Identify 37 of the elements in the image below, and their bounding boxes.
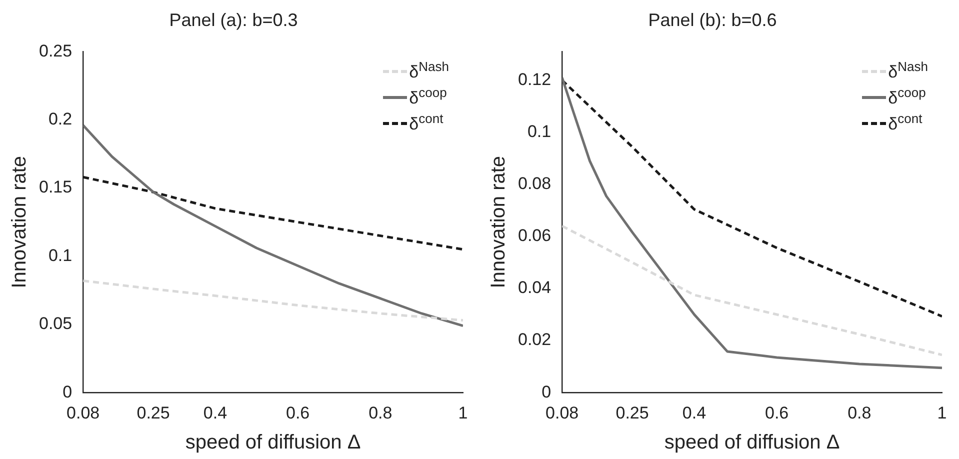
x-tick-label: 0.08 xyxy=(546,403,579,422)
chart-title: Panel (b): b=0.6 xyxy=(648,10,777,30)
legend-label: δ$^{coop}$ xyxy=(409,85,447,109)
y-axis-title: Innovation rate xyxy=(488,156,510,288)
y-tick-label: 0.2 xyxy=(48,109,72,128)
x-tick-label: 0.08 xyxy=(66,403,100,422)
legend-label: δ$^{Nash}$ xyxy=(888,59,928,83)
y-tick-label: 0.06 xyxy=(518,226,552,246)
x-axis-title: speed of diffusion Δ xyxy=(185,432,361,454)
x-tick-label: 0.25 xyxy=(136,403,170,422)
y-tick-label: 0.15 xyxy=(38,178,72,197)
x-tick-label: 0.4 xyxy=(682,403,706,422)
y-tick-label: 0.04 xyxy=(518,278,552,298)
x-tick-label: 1 xyxy=(937,403,947,422)
x-tick-label: 0.25 xyxy=(616,403,649,422)
y-tick-label: 0.02 xyxy=(518,330,552,350)
x-tick-label: 0.6 xyxy=(286,403,310,422)
y-tick-label: 0.1 xyxy=(48,246,72,265)
legend-label: δ$^{cont}$ xyxy=(888,111,922,135)
x-tick-label: 0.4 xyxy=(203,403,228,422)
y-tick-label: 0.05 xyxy=(38,314,72,334)
y-tick-label: 0.12 xyxy=(518,70,552,89)
y-axis-title: Innovation rate xyxy=(8,156,31,288)
x-tick-label: 0.6 xyxy=(765,403,789,422)
x-tick-label: 0.8 xyxy=(848,403,872,422)
x-tick-label: 1 xyxy=(458,403,468,422)
legend-label: δ$^{cont}$ xyxy=(409,111,444,135)
y-tick-label: 0 xyxy=(62,382,72,402)
legend-label: δ$^{coop}$ xyxy=(888,85,926,109)
y-tick-label: 0.25 xyxy=(38,41,72,60)
y-tick-label: 0.08 xyxy=(518,174,552,194)
y-tick-label: 0.1 xyxy=(527,122,552,141)
x-axis-title: speed of diffusion Δ xyxy=(664,432,840,454)
y-tick-label: 0 xyxy=(542,382,552,402)
legend-label: δ$^{Nash}$ xyxy=(409,59,449,83)
x-tick-label: 0.8 xyxy=(368,403,392,422)
chart-title: Panel (a): b=0.3 xyxy=(169,10,298,30)
